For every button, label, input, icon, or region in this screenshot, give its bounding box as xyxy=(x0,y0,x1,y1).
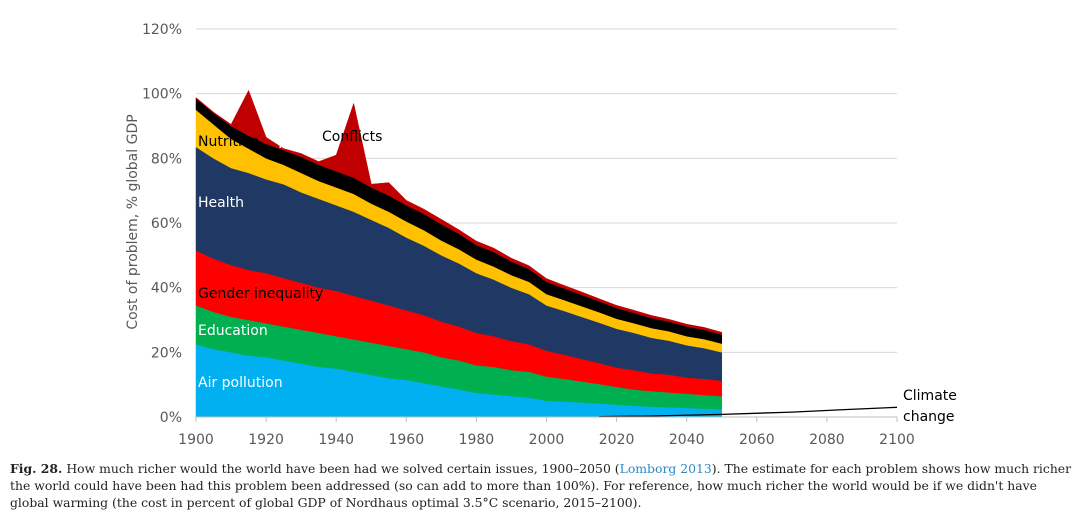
x-tick-label: 2100 xyxy=(879,432,915,448)
y-tick-label: 40% xyxy=(151,281,182,297)
label-health: Health xyxy=(198,195,244,211)
x-axis: 1900 1920 1940 1960 1980 2000 2020 2040 2060 2080… xyxy=(178,416,915,448)
x-tick-label: 2040 xyxy=(669,432,705,448)
y-axis: 0% 20% 40% 60% 80% 100% 120% xyxy=(142,22,182,426)
label-air-pollution: Air pollution xyxy=(198,375,283,391)
x-tick-label: 2080 xyxy=(809,432,845,448)
caption-text-1: How much richer would the world have bee… xyxy=(66,461,620,476)
x-tick-label: 1920 xyxy=(248,432,284,448)
y-tick-label: 0% xyxy=(160,410,182,426)
area-conflicts xyxy=(195,89,723,335)
caption-reference-link[interactable]: Lomborg 2013 xyxy=(619,461,712,476)
y-tick-label: 100% xyxy=(142,87,182,103)
x-tick-label: 1940 xyxy=(318,432,354,448)
label-climate-change: Climate xyxy=(903,388,957,404)
y-tick-label: 120% xyxy=(142,22,182,38)
x-tick-label: 2000 xyxy=(529,432,565,448)
label-nutrition: Nutrition xyxy=(198,134,259,150)
figure-label: Fig. 28. xyxy=(10,461,63,476)
stacked-areas xyxy=(195,89,723,418)
climate-change-series-line xyxy=(599,406,898,418)
y-tick-label: 20% xyxy=(151,345,182,361)
figure-caption: Fig. 28. How much richer would the world… xyxy=(10,460,1072,511)
x-tick-label: 2060 xyxy=(739,432,775,448)
label-gender-inequality: Gender inequality xyxy=(198,286,323,302)
label-trade: Trade xyxy=(275,136,314,152)
label-climate-change: change xyxy=(903,409,955,425)
label-education: Education xyxy=(198,323,268,339)
caption-text-2: ). The estimate for each problem shows h… xyxy=(10,461,1072,510)
climate-change-line xyxy=(599,406,898,418)
series-labels: Air pollution Education Gender inequality H… xyxy=(198,129,957,425)
x-tick-label: 1900 xyxy=(178,432,214,448)
x-tick-label: 2020 xyxy=(599,432,635,448)
y-tick-label: 80% xyxy=(151,151,182,167)
y-tick-label: 60% xyxy=(151,216,182,232)
x-tick-label: 1980 xyxy=(459,432,495,448)
x-tick-label: 1960 xyxy=(388,432,424,448)
stacked-area-chart: 1900 1920 1940 1960 1980 2000 2020 2040 2060 2080… xyxy=(125,22,957,448)
y-axis-title: Cost of problem, % global GDP xyxy=(125,114,141,329)
label-conflicts: Conflicts xyxy=(322,129,382,145)
